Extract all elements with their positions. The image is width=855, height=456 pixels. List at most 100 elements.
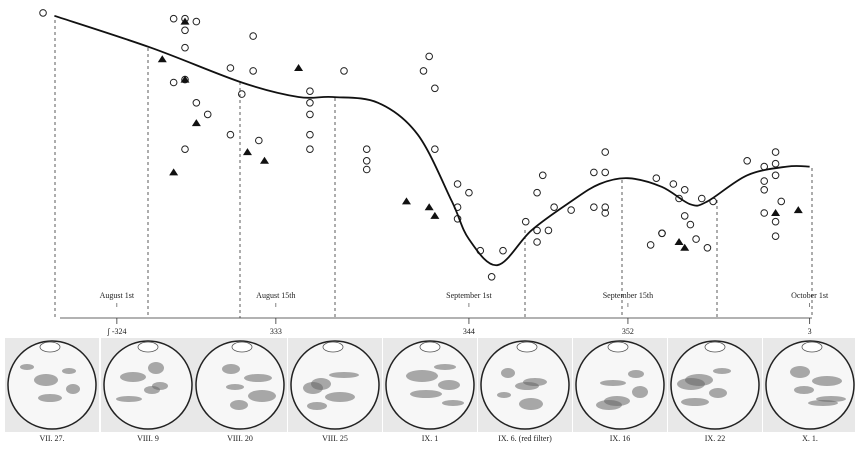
surface-marking	[808, 400, 838, 406]
data-point	[591, 169, 598, 176]
x-tick-label: September 15th	[603, 291, 653, 300]
polar-cap	[40, 342, 60, 352]
surface-marking	[303, 382, 323, 394]
data-point	[425, 203, 434, 210]
surface-marking	[790, 366, 810, 378]
data-point	[670, 181, 677, 188]
data-point	[675, 238, 684, 245]
disk-label: VII. 27.	[39, 434, 64, 443]
surface-marking	[812, 376, 842, 386]
surface-marking	[120, 372, 146, 382]
data-point	[761, 210, 768, 217]
data-point	[256, 137, 263, 144]
x-tick-label: August 15th	[256, 291, 295, 300]
polar-cap	[608, 342, 628, 352]
data-point	[238, 91, 245, 98]
data-point	[539, 172, 546, 179]
data-point	[40, 10, 47, 17]
surface-marking	[329, 372, 359, 378]
surface-marking	[596, 400, 622, 410]
data-point	[430, 212, 439, 219]
planet-disk	[5, 338, 99, 432]
x-tick-label: September 1st	[446, 291, 492, 300]
surface-marking	[501, 368, 515, 378]
surface-marking	[709, 388, 727, 398]
surface-marking	[632, 386, 648, 398]
data-point	[169, 168, 178, 175]
data-point	[772, 149, 779, 156]
data-point	[591, 204, 598, 211]
x-tick-label: October 1st	[791, 291, 829, 300]
surface-marking	[794, 386, 814, 394]
disk	[104, 341, 192, 429]
surface-marking	[144, 386, 160, 394]
data-point	[522, 218, 529, 225]
disk-label: VIII. 9	[137, 434, 159, 443]
data-point	[772, 218, 779, 225]
data-point	[761, 187, 768, 194]
surface-marking	[325, 392, 355, 402]
data-point	[204, 111, 211, 118]
data-point	[772, 172, 779, 179]
disk-label: IX. 6. (red filter)	[498, 434, 552, 443]
data-point	[704, 245, 711, 252]
surface-marking	[230, 400, 248, 410]
data-point	[551, 204, 558, 211]
data-point	[432, 146, 439, 153]
data-point	[363, 158, 370, 165]
data-point	[693, 236, 700, 243]
x2-tick-label: 333	[270, 327, 282, 336]
data-point	[602, 169, 609, 176]
x2-tick-label: ʃ -324	[106, 327, 126, 336]
surface-marking	[681, 398, 709, 406]
surface-marking	[406, 370, 438, 382]
data-point	[681, 187, 688, 194]
surface-marking	[34, 374, 58, 386]
data-point	[488, 274, 495, 281]
data-point	[307, 146, 314, 153]
data-point	[307, 88, 314, 95]
planet-disk	[668, 338, 762, 432]
data-point	[182, 27, 189, 34]
data-point	[307, 131, 314, 138]
data-point	[307, 111, 314, 118]
data-point	[794, 206, 803, 213]
surface-marking	[713, 368, 731, 374]
surface-marking	[434, 364, 456, 370]
planet-disk	[573, 338, 667, 432]
planet-disk	[101, 338, 195, 432]
data-point	[260, 157, 269, 164]
surface-marking	[148, 362, 164, 374]
surface-marking	[515, 382, 539, 390]
surface-marking	[628, 370, 644, 378]
data-point	[545, 227, 552, 234]
disk-label: VIII. 20	[227, 434, 253, 443]
surface-marking	[66, 384, 80, 394]
surface-marking	[519, 398, 543, 410]
disk-label: IX. 22	[705, 434, 725, 443]
data-point	[659, 230, 666, 237]
data-point	[534, 189, 541, 196]
disk-label: IX. 16	[610, 434, 630, 443]
polar-cap	[802, 342, 822, 352]
surface-marking	[20, 364, 34, 370]
x2-tick-label: 352	[622, 327, 634, 336]
polar-cap	[323, 342, 343, 352]
planet-disk	[383, 338, 477, 432]
surface-marking	[438, 380, 460, 390]
x2-tick-label: 3	[808, 327, 812, 336]
data-point	[426, 53, 433, 60]
data-point	[193, 100, 200, 107]
data-point	[193, 18, 200, 25]
data-point	[250, 33, 257, 40]
data-point	[647, 242, 654, 249]
data-point	[534, 239, 541, 246]
surface-marking	[38, 394, 62, 402]
disk	[766, 341, 854, 429]
surface-marking	[442, 400, 464, 406]
planet-disk	[288, 338, 382, 432]
planet-disk	[763, 338, 855, 432]
data-point	[454, 181, 461, 188]
surface-marking	[116, 396, 142, 402]
data-point	[250, 68, 257, 75]
